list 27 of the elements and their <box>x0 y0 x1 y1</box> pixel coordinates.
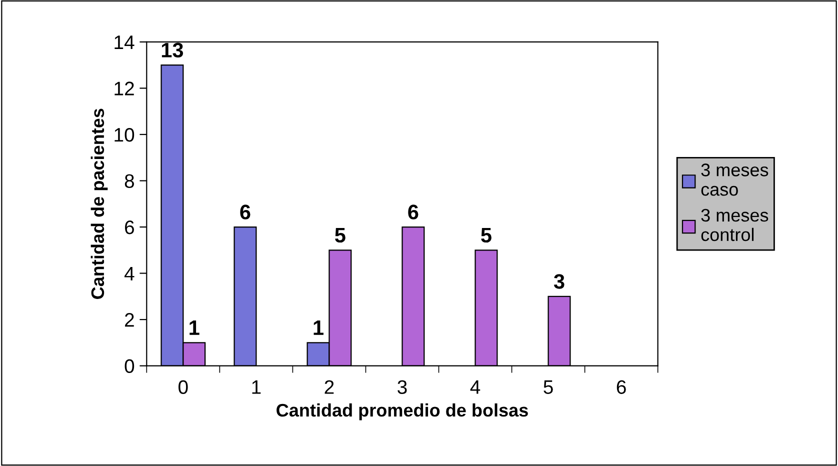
data-label: 1 <box>314 320 324 335</box>
y-tick-label: 6 <box>125 220 134 234</box>
x-tick-label: 3 <box>398 380 407 394</box>
data-label: 3 <box>554 274 564 289</box>
y-axis-title: Cantidad de pacientes <box>90 108 108 299</box>
legend-label: 3 meses control <box>701 208 768 242</box>
y-tick-label: 10 <box>114 128 134 142</box>
y-tick-label: 8 <box>124 174 134 188</box>
data-label: 1 <box>190 320 200 335</box>
y-tick-label: 2 <box>125 313 134 327</box>
legend-label: 3 meses caso <box>701 164 768 196</box>
x-tick-label: 2 <box>324 380 334 394</box>
x-tick-label: 0 <box>178 380 188 394</box>
x-tick-label: 6 <box>616 380 626 394</box>
data-label: 6 <box>408 204 418 220</box>
x-tick-label: 4 <box>470 380 480 394</box>
data-label: 13 <box>162 42 184 58</box>
x-axis-title: Cantidad promedio de bolsas <box>276 403 528 420</box>
y-tick-label: 12 <box>114 82 134 96</box>
y-tick-label: 0 <box>124 359 134 374</box>
data-label: 6 <box>240 204 250 220</box>
x-tick-label: 5 <box>544 380 553 394</box>
y-tick-label: 14 <box>114 36 134 49</box>
data-label: 5 <box>335 228 346 243</box>
y-tick-label: 4 <box>124 266 134 280</box>
data-label: 5 <box>481 228 492 243</box>
x-tick-label: 1 <box>252 380 261 394</box>
